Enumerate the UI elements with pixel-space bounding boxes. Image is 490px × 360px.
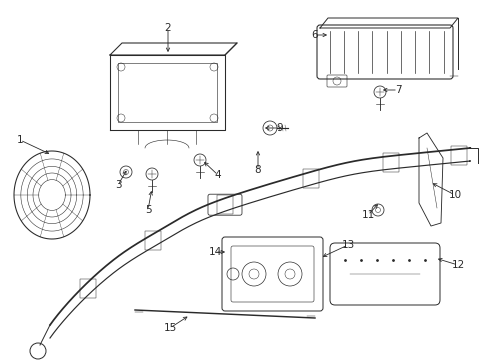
Text: 14: 14	[208, 247, 221, 257]
Text: 4: 4	[215, 170, 221, 180]
Text: 3: 3	[115, 180, 122, 190]
Text: 11: 11	[362, 210, 375, 220]
Text: 10: 10	[448, 190, 462, 200]
Text: 6: 6	[312, 30, 318, 40]
Text: 12: 12	[451, 260, 465, 270]
Text: 5: 5	[145, 205, 151, 215]
Text: 13: 13	[342, 240, 355, 250]
Text: 15: 15	[163, 323, 176, 333]
Text: 8: 8	[255, 165, 261, 175]
Text: 1: 1	[17, 135, 24, 145]
Text: 2: 2	[165, 23, 172, 33]
Text: 9: 9	[277, 123, 283, 133]
Text: 7: 7	[394, 85, 401, 95]
